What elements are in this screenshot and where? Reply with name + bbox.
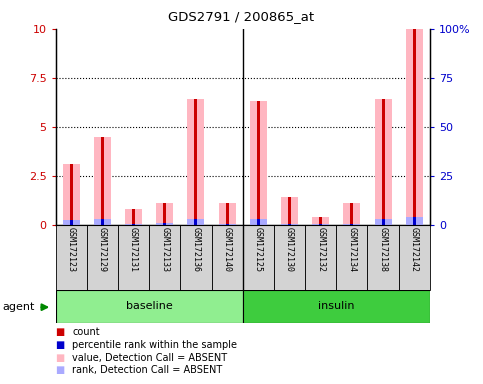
Text: GSM172142: GSM172142 [410,227,419,272]
Text: ■: ■ [56,327,65,337]
Bar [101,137,104,225]
Text: rank, Detection Call = ABSENT: rank, Detection Call = ABSENT [72,365,223,375]
Bar [125,224,142,225]
Bar [312,217,329,225]
Bar [257,101,260,225]
Bar [194,219,198,225]
Text: GSM172133: GSM172133 [160,227,169,272]
Text: GSM172132: GSM172132 [316,227,325,272]
Bar [343,203,360,225]
Text: ■: ■ [56,365,65,375]
Bar [250,219,267,225]
Text: agent: agent [2,302,35,312]
Text: GSM172130: GSM172130 [285,227,294,272]
Bar [70,220,73,225]
Bar [56,290,242,323]
Bar [382,99,384,225]
Bar [319,224,322,225]
Bar [412,29,416,225]
Bar [374,219,392,225]
Bar [156,203,173,225]
Bar [218,224,236,225]
Bar [281,224,298,225]
Bar [398,225,430,290]
Bar [336,225,368,290]
Bar [70,164,73,225]
Bar [368,225,398,290]
Text: insulin: insulin [318,301,355,311]
Bar [187,99,204,225]
Text: GDS2791 / 200865_at: GDS2791 / 200865_at [169,10,314,23]
Bar [305,225,336,290]
Bar [288,197,291,225]
Bar [132,224,135,225]
Bar [312,224,329,225]
Bar [187,219,204,225]
Bar [94,137,111,225]
Text: baseline: baseline [126,301,172,311]
Text: GSM172123: GSM172123 [67,227,76,272]
Text: ■: ■ [56,340,65,350]
Bar [163,203,166,225]
Bar [180,225,212,290]
Bar [132,209,135,225]
Bar [319,217,322,225]
Bar [374,99,392,225]
Text: GSM172129: GSM172129 [98,227,107,272]
Bar [218,203,236,225]
Bar [250,101,267,225]
Text: GSM172138: GSM172138 [379,227,387,272]
Bar [242,290,430,323]
Bar [350,203,354,225]
Text: ■: ■ [56,353,65,362]
Bar [63,220,80,225]
Bar [257,219,260,225]
Bar [350,224,354,225]
Text: GSM172140: GSM172140 [223,227,232,272]
Bar [125,209,142,225]
Bar [343,224,360,225]
Bar [406,217,423,225]
Bar [226,203,228,225]
Bar [406,29,423,225]
Bar [94,219,111,225]
Bar [242,225,274,290]
Bar [101,219,104,225]
Bar [56,225,87,290]
Bar [382,219,384,225]
Bar [63,164,80,225]
Bar [149,225,180,290]
Bar [412,217,416,225]
Text: GSM172136: GSM172136 [191,227,200,272]
Text: GSM172125: GSM172125 [254,227,263,272]
Bar [87,225,118,290]
Bar [163,223,166,225]
Bar [156,223,173,225]
Bar [288,224,291,225]
Text: GSM172131: GSM172131 [129,227,138,272]
Text: percentile rank within the sample: percentile rank within the sample [72,340,238,350]
Bar [226,224,228,225]
Bar [281,197,298,225]
Bar [118,225,149,290]
Bar [212,225,242,290]
Bar [274,225,305,290]
Text: value, Detection Call = ABSENT: value, Detection Call = ABSENT [72,353,227,362]
Text: GSM172134: GSM172134 [347,227,356,272]
Bar [194,99,198,225]
Text: count: count [72,327,100,337]
